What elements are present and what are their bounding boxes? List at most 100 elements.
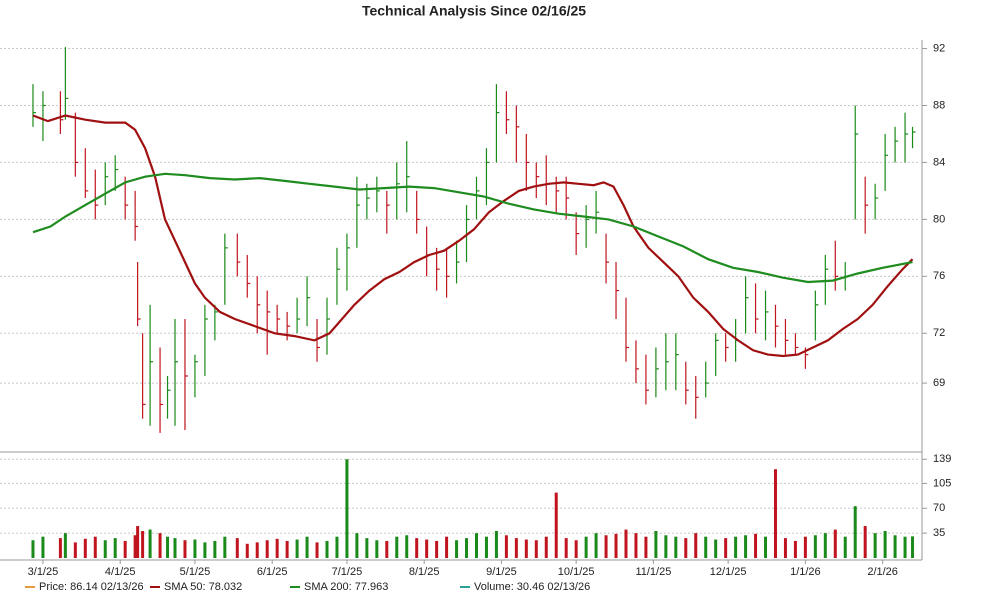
chart-title: Technical Analysis Since 02/16/25 — [362, 3, 586, 19]
volume-bar — [584, 536, 588, 558]
volume-bar — [385, 540, 389, 558]
volume-bar — [893, 535, 897, 558]
volume-bar — [365, 538, 369, 558]
volume-bar — [664, 535, 668, 558]
volume-bar — [103, 540, 107, 558]
y-tick-label: 139 — [933, 453, 951, 465]
volume-bar — [148, 529, 152, 558]
y-tick-label: 80 — [933, 213, 945, 225]
volume-bar — [31, 540, 35, 558]
volume-bar — [223, 536, 227, 558]
volume-bar — [863, 526, 867, 558]
y-tick-label: 92 — [933, 42, 945, 54]
volume-bar — [654, 531, 658, 558]
volume-bar — [275, 538, 279, 558]
volume-bar — [754, 533, 758, 558]
volume-bar — [93, 536, 97, 558]
volume-bar — [455, 540, 459, 558]
x-tick-label: 1/1/26 — [790, 566, 821, 578]
volume-bar — [355, 533, 359, 558]
volume-bar — [544, 536, 548, 558]
volume-bar — [193, 539, 197, 558]
volume-bar — [63, 533, 67, 558]
volume-bar — [793, 540, 797, 558]
legend-label: SMA 200: 77.963 — [304, 581, 388, 593]
volume-bar — [255, 542, 259, 558]
volume-bar — [524, 539, 528, 558]
volume-bar — [58, 538, 62, 558]
x-tick-label: 4/1/25 — [105, 566, 136, 578]
x-tick-label: 6/1/25 — [257, 566, 288, 578]
volume-bar — [604, 535, 608, 558]
x-tick-label: 11/1/25 — [635, 566, 671, 578]
volume-bar — [773, 469, 777, 558]
volume-bar — [83, 538, 87, 558]
volume-bar — [823, 533, 827, 558]
volume-bar — [325, 540, 329, 558]
y-tick-label: 70 — [933, 502, 945, 514]
volume-bar — [734, 536, 738, 558]
x-tick-label: 8/1/25 — [409, 566, 440, 578]
volume-bar — [141, 531, 145, 558]
volume-bar — [903, 536, 907, 558]
volume-bar — [674, 536, 678, 558]
volume-bar — [445, 536, 449, 558]
volume-bar — [564, 538, 568, 558]
y-tick-label: 76 — [933, 270, 945, 282]
volume-bar — [235, 538, 239, 558]
legend-label: Volume: 30.46 02/13/26 — [474, 581, 590, 593]
volume-bar — [833, 529, 837, 558]
volume-bar — [684, 538, 688, 558]
volume-bar — [803, 536, 807, 558]
volume-bar — [614, 533, 618, 558]
volume-bar — [634, 533, 638, 558]
x-tick-label: 5/1/25 — [180, 566, 211, 578]
volume-bar — [694, 533, 698, 558]
sma-line — [32, 114, 914, 358]
volume-bar — [594, 533, 598, 558]
y-tick-label: 105 — [933, 477, 951, 489]
volume-bar — [843, 536, 847, 558]
volume-bar — [465, 538, 469, 558]
volume-bar — [853, 506, 857, 558]
volume-bar — [435, 540, 439, 558]
volume-bar — [415, 538, 419, 558]
volume-bar — [158, 533, 162, 558]
volume-bar — [335, 536, 339, 558]
volume-bar — [305, 536, 309, 558]
volume-bar — [136, 526, 140, 558]
volume-bar — [873, 533, 877, 558]
volume-bar — [911, 536, 915, 558]
x-tick-label: 9/1/25 — [486, 566, 517, 578]
volume-bar — [345, 459, 349, 558]
volume-bar — [245, 543, 249, 558]
volume-bar — [534, 540, 538, 558]
volume-bar — [764, 536, 768, 558]
volume-bar — [504, 535, 508, 558]
volume-bar — [41, 536, 45, 558]
y-tick-label: 35 — [933, 527, 945, 539]
volume-bar — [295, 539, 299, 558]
volume-bar — [123, 540, 127, 558]
volume-bar — [644, 536, 648, 558]
volume-bar — [113, 538, 117, 558]
volume-bar — [405, 535, 409, 558]
x-tick-label: 2/1/26 — [867, 566, 898, 578]
x-tick-label: 3/1/25 — [28, 566, 59, 578]
volume-bar — [714, 539, 718, 558]
y-tick-label: 84 — [933, 156, 945, 168]
x-tick-label: 7/1/25 — [332, 566, 363, 578]
volume-bar — [624, 529, 628, 558]
volume-bar — [166, 536, 170, 558]
legend-label: Price: 86.14 02/13/26 — [39, 581, 144, 593]
volume-bar — [203, 542, 207, 558]
volume-bar — [213, 540, 217, 558]
volume-bar — [744, 535, 748, 558]
y-tick-label: 88 — [933, 99, 945, 111]
volume-bar — [133, 535, 137, 558]
volume-bar — [265, 540, 269, 558]
y-tick-label: 69 — [933, 377, 945, 389]
volume-bar — [724, 538, 728, 558]
